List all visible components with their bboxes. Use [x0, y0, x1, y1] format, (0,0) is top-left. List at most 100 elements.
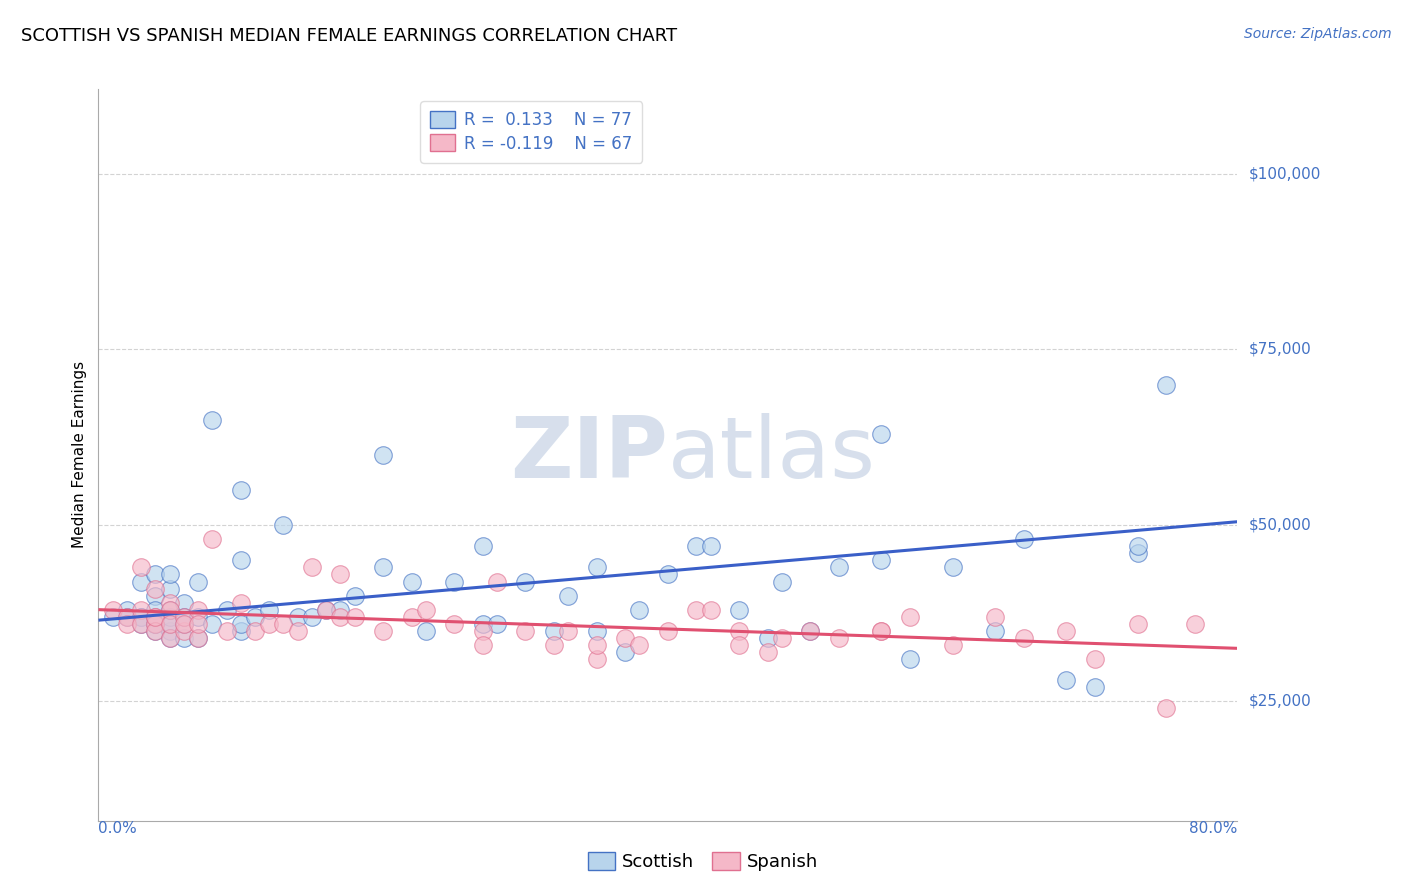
Scottish [229, 616, 252, 631]
Spanish [770, 631, 793, 645]
Scottish [115, 602, 138, 616]
Scottish [259, 602, 281, 616]
Scottish [984, 624, 1007, 638]
Spanish [799, 624, 821, 638]
Scottish [628, 602, 651, 616]
Spanish [173, 609, 195, 624]
Scottish [159, 624, 181, 638]
Scottish [159, 582, 181, 596]
Scottish [401, 574, 423, 589]
Scottish [898, 652, 921, 666]
Spanish [301, 560, 323, 574]
Scottish [685, 539, 707, 553]
Spanish [373, 624, 395, 638]
Scottish [828, 560, 851, 574]
Text: 0.0%: 0.0% [98, 821, 138, 836]
Scottish [215, 602, 238, 616]
Spanish [1184, 616, 1206, 631]
Spanish [557, 624, 579, 638]
Spanish [159, 616, 181, 631]
Spanish [145, 609, 167, 624]
Scottish [1056, 673, 1078, 687]
Text: Source: ZipAtlas.com: Source: ZipAtlas.com [1244, 27, 1392, 41]
Spanish [614, 631, 637, 645]
Text: $25,000: $25,000 [1249, 694, 1312, 708]
Spanish [984, 609, 1007, 624]
Spanish [145, 582, 167, 596]
Spanish [187, 616, 209, 631]
Scottish [343, 589, 366, 603]
Spanish [187, 631, 209, 645]
Scottish [173, 596, 195, 610]
Spanish [159, 596, 181, 610]
Spanish [728, 638, 751, 652]
Spanish [471, 624, 494, 638]
Spanish [685, 602, 707, 616]
Scottish [145, 616, 167, 631]
Spanish [543, 638, 565, 652]
Spanish [229, 596, 252, 610]
Scottish [373, 448, 395, 462]
Spanish [728, 624, 751, 638]
Scottish [471, 539, 494, 553]
Scottish [315, 602, 337, 616]
Text: 80.0%: 80.0% [1189, 821, 1237, 836]
Scottish [145, 602, 167, 616]
Scottish [159, 616, 181, 631]
Spanish [1126, 616, 1149, 631]
Scottish [229, 483, 252, 497]
Spanish [145, 609, 167, 624]
Spanish [401, 609, 423, 624]
Scottish [159, 609, 181, 624]
Spanish [415, 602, 437, 616]
Spanish [145, 624, 167, 638]
Spanish [129, 560, 152, 574]
Scottish [129, 609, 152, 624]
Spanish [486, 574, 509, 589]
Spanish [942, 638, 965, 652]
Scottish [585, 560, 607, 574]
Legend: Scottish, Spanish: Scottish, Spanish [581, 845, 825, 879]
Scottish [486, 616, 509, 631]
Scottish [942, 560, 965, 574]
Scottish [159, 602, 181, 616]
Text: $100,000: $100,000 [1249, 166, 1320, 181]
Scottish [159, 567, 181, 582]
Text: $75,000: $75,000 [1249, 342, 1312, 357]
Spanish [329, 567, 352, 582]
Scottish [471, 616, 494, 631]
Spanish [585, 638, 607, 652]
Scottish [543, 624, 565, 638]
Spanish [115, 609, 138, 624]
Spanish [898, 609, 921, 624]
Scottish [557, 589, 579, 603]
Scottish [145, 567, 167, 582]
Scottish [287, 609, 309, 624]
Scottish [173, 631, 195, 645]
Spanish [159, 602, 181, 616]
Spanish [828, 631, 851, 645]
Y-axis label: Median Female Earnings: Median Female Earnings [72, 361, 87, 549]
Spanish [173, 624, 195, 638]
Spanish [1084, 652, 1107, 666]
Spanish [129, 602, 152, 616]
Spanish [471, 638, 494, 652]
Spanish [101, 602, 124, 616]
Spanish [187, 602, 209, 616]
Scottish [145, 624, 167, 638]
Scottish [129, 574, 152, 589]
Spanish [145, 616, 167, 631]
Legend: R =  0.133    N = 77, R = -0.119    N = 67: R = 0.133 N = 77, R = -0.119 N = 67 [420, 101, 643, 162]
Spanish [515, 624, 537, 638]
Scottish [1154, 377, 1177, 392]
Spanish [870, 624, 893, 638]
Scottish [799, 624, 821, 638]
Scottish [159, 631, 181, 645]
Scottish [173, 609, 195, 624]
Spanish [329, 609, 352, 624]
Scottish [1012, 533, 1035, 547]
Scottish [129, 616, 152, 631]
Scottish [657, 567, 679, 582]
Scottish [1084, 680, 1107, 694]
Scottish [229, 553, 252, 567]
